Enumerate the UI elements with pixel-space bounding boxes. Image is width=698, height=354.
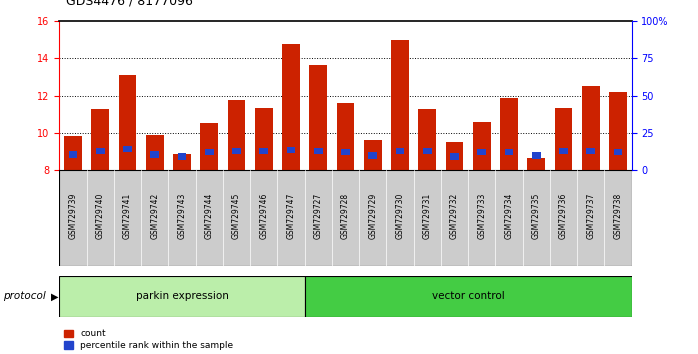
Bar <box>532 152 541 159</box>
Bar <box>341 149 350 155</box>
Text: GSM729744: GSM729744 <box>205 193 214 239</box>
Bar <box>309 65 327 170</box>
Text: GDS4476 / 8177096: GDS4476 / 8177096 <box>66 0 193 7</box>
Bar <box>91 109 109 170</box>
Bar <box>228 100 246 170</box>
Bar <box>177 153 186 160</box>
Bar <box>391 40 409 170</box>
FancyBboxPatch shape <box>59 170 632 266</box>
Bar <box>586 148 595 154</box>
Bar <box>205 149 214 155</box>
FancyBboxPatch shape <box>59 276 304 317</box>
Bar <box>528 158 545 170</box>
Text: GSM729739: GSM729739 <box>68 193 77 239</box>
Text: protocol: protocol <box>3 291 46 302</box>
Bar <box>582 86 600 170</box>
Bar <box>287 147 295 153</box>
Legend: count, percentile rank within the sample: count, percentile rank within the sample <box>64 330 233 350</box>
Text: GSM729745: GSM729745 <box>232 193 241 239</box>
Text: ▶: ▶ <box>51 291 59 302</box>
Text: GSM729728: GSM729728 <box>341 193 350 239</box>
Bar <box>477 149 487 155</box>
Bar <box>450 153 459 160</box>
Text: GSM729733: GSM729733 <box>477 193 487 239</box>
Text: GSM729737: GSM729737 <box>586 193 595 239</box>
Bar <box>255 108 273 170</box>
Text: GSM729729: GSM729729 <box>369 193 377 239</box>
Bar <box>609 92 627 170</box>
Bar <box>68 152 77 158</box>
Text: vector control: vector control <box>432 291 505 302</box>
Bar <box>396 148 404 154</box>
Bar <box>260 148 268 154</box>
Bar <box>418 109 436 170</box>
Bar <box>423 148 431 154</box>
Bar <box>64 136 82 170</box>
Text: GSM729734: GSM729734 <box>505 193 514 239</box>
Bar <box>282 44 300 170</box>
Bar <box>314 148 322 154</box>
Text: GSM729747: GSM729747 <box>286 193 295 239</box>
Text: GSM729730: GSM729730 <box>396 193 405 239</box>
Bar <box>96 148 105 154</box>
Bar <box>614 149 623 155</box>
Bar <box>445 142 463 170</box>
Text: GSM729731: GSM729731 <box>423 193 432 239</box>
Bar <box>123 146 132 152</box>
Bar <box>559 148 568 154</box>
Bar <box>555 108 572 170</box>
Text: GSM729735: GSM729735 <box>532 193 541 239</box>
Bar <box>500 98 518 170</box>
Text: GSM729727: GSM729727 <box>314 193 322 239</box>
Bar <box>119 75 136 170</box>
Bar <box>150 152 159 158</box>
Text: GSM729742: GSM729742 <box>150 193 159 239</box>
Text: GSM729743: GSM729743 <box>177 193 186 239</box>
Text: parkin expression: parkin expression <box>135 291 228 302</box>
Text: GSM729740: GSM729740 <box>96 193 105 239</box>
Bar <box>473 122 491 170</box>
Bar <box>369 152 377 159</box>
Bar <box>364 140 382 170</box>
Text: GSM729732: GSM729732 <box>450 193 459 239</box>
Text: GSM729738: GSM729738 <box>614 193 623 239</box>
Text: GSM729736: GSM729736 <box>559 193 568 239</box>
Text: GSM729746: GSM729746 <box>259 193 268 239</box>
Text: GSM729741: GSM729741 <box>123 193 132 239</box>
FancyBboxPatch shape <box>304 276 632 317</box>
Bar <box>336 103 355 170</box>
Bar <box>232 148 241 154</box>
Bar <box>146 135 163 170</box>
Bar <box>173 154 191 170</box>
Bar <box>505 149 514 155</box>
Bar <box>200 122 218 170</box>
